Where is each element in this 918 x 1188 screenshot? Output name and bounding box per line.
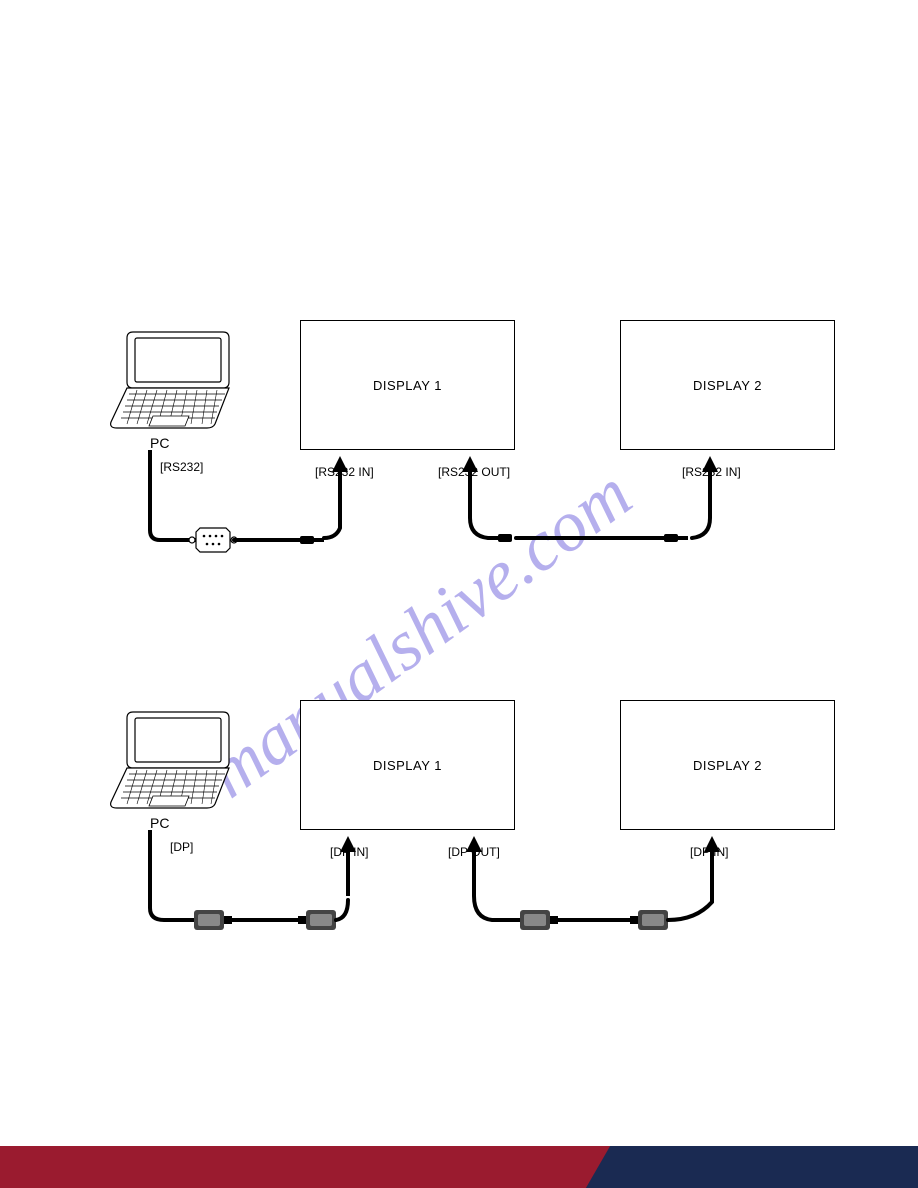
footer-bar bbox=[0, 1146, 918, 1188]
cable-d1-d2 bbox=[440, 450, 760, 560]
page: manualshive.com bbox=[0, 0, 918, 1188]
display-2: DISPLAY 2 bbox=[620, 320, 835, 450]
display-1-label: DISPLAY 1 bbox=[373, 378, 442, 393]
display-1: DISPLAY 1 bbox=[300, 700, 515, 830]
display-2-label: DISPLAY 2 bbox=[693, 378, 762, 393]
pc-label: PC bbox=[150, 435, 169, 451]
laptop-icon bbox=[105, 330, 235, 430]
pc-label: PC bbox=[150, 815, 169, 831]
display-2: DISPLAY 2 bbox=[620, 700, 835, 830]
diagram-rs232: PC DISPLAY 1 DISPLAY 2 [RS232] [RS232 IN… bbox=[0, 320, 918, 580]
display-2-label: DISPLAY 2 bbox=[693, 758, 762, 773]
display-1: DISPLAY 1 bbox=[300, 320, 515, 450]
cable-d1-d2 bbox=[440, 830, 760, 940]
cable-pc-d1 bbox=[100, 450, 380, 560]
laptop-icon bbox=[105, 710, 235, 810]
footer-blue bbox=[586, 1146, 918, 1188]
display-1-label: DISPLAY 1 bbox=[373, 758, 442, 773]
cable-pc-d1 bbox=[100, 830, 380, 940]
diagram-dp: PC DISPLAY 1 DISPLAY 2 [DP] [DP IN] [DP … bbox=[0, 700, 918, 960]
